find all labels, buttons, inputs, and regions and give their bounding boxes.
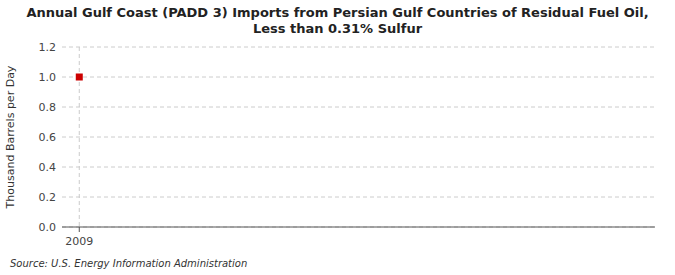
y-grid-line [62, 167, 655, 168]
chart-svg: Annual Gulf Coast (PADD 3) Imports from … [0, 0, 675, 275]
x-tick-label: 2009 [65, 235, 93, 248]
y-tick-label: 0.2 [39, 191, 57, 204]
source: Source: U.S. Energy Information Administ… [10, 258, 247, 269]
y-tick-label: 0.4 [39, 161, 57, 174]
y-axis-label: Thousand Barrels per Day [4, 65, 17, 209]
y-tick-label: 0.6 [39, 131, 57, 144]
point [76, 74, 83, 81]
marks [76, 74, 83, 81]
title: Annual Gulf Coast (PADD 3) Imports from … [26, 5, 648, 36]
chart-container: Annual Gulf Coast (PADD 3) Imports from … [0, 0, 675, 275]
y-tick-label: 1.2 [39, 41, 57, 54]
y-grid-line [62, 227, 655, 228]
y-tick-label: 0.8 [39, 101, 57, 114]
y-grid-line [62, 107, 655, 108]
y-tick-label: 0.0 [39, 221, 57, 234]
x-tick [79, 227, 80, 232]
y-grid-line [62, 47, 655, 48]
grid [62, 47, 655, 227]
y-tick-label: 1.0 [39, 71, 57, 84]
y-grid-line [62, 197, 655, 198]
y-grid-line [62, 77, 655, 78]
x-axis-line [62, 227, 655, 228]
axes: 0.0 0.2 0.4 0.6 0.8 1.0 1.2 2009 [39, 41, 656, 248]
y-grid-line [62, 137, 655, 138]
